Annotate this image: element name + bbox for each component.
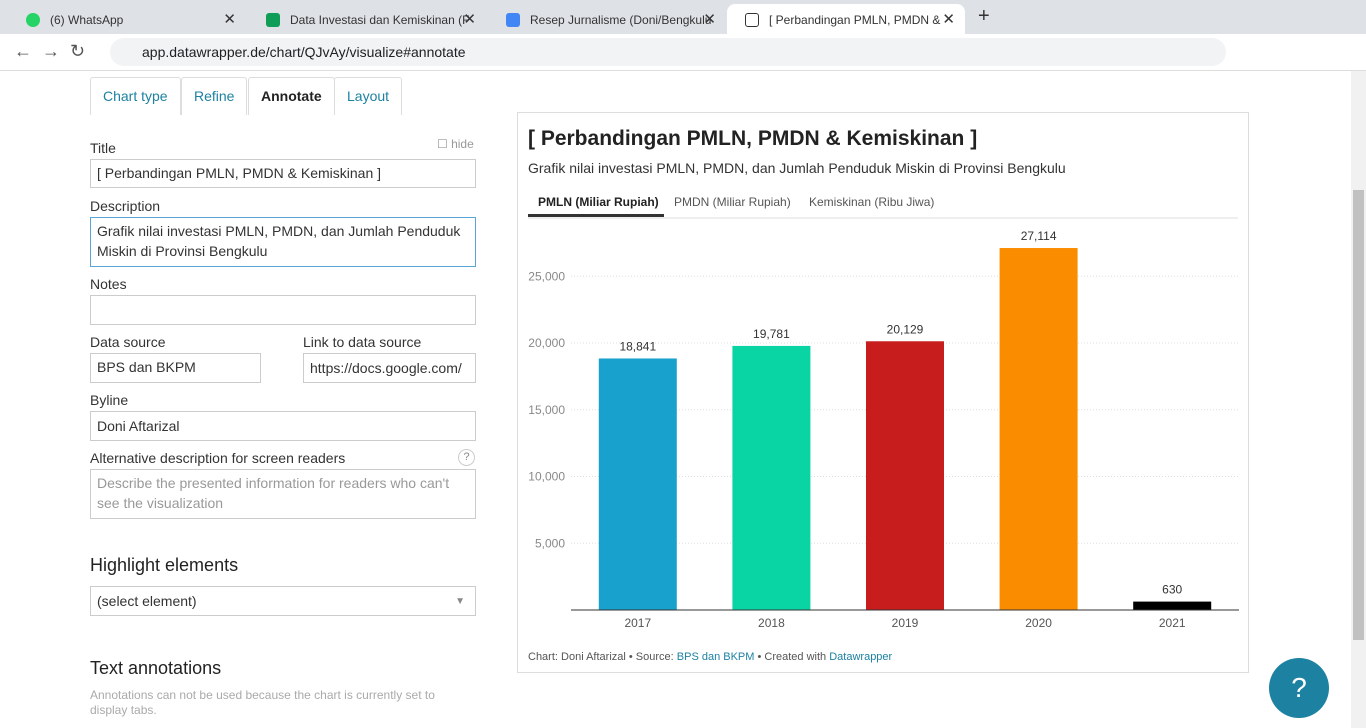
hide-checkbox[interactable]: ☐ hide [437,137,474,151]
footer-link[interactable]: Datawrapper [829,651,892,663]
label: Notes [90,276,127,292]
nav-buttons[interactable]: ← → ↻ [14,41,86,61]
x-tick-label: 2019 [892,616,919,630]
bar [866,341,944,610]
bar [598,358,677,610]
notes-input[interactable] [90,295,476,325]
editor-tab[interactable]: Chart type [90,77,181,115]
url: app.datawrapper.de/chart/QJvAy/visualize… [142,44,466,60]
highlight-select[interactable]: (select element) ▼ [90,586,476,616]
help-button[interactable]: ? [1269,658,1329,718]
label: Link to data source [303,334,422,350]
bar [732,345,811,610]
y-tick-label: 20,000 [528,336,565,350]
heading: Text annotations [90,658,222,678]
label: Data source [90,334,166,350]
editor-tab[interactable]: Refine [181,77,248,115]
chart-title: [ Perbandingan PMLN, PMDN & Kemiskinan ] [528,127,977,150]
value-label: 630 [1162,583,1182,597]
label: Title [90,140,116,156]
browser-tab[interactable]: Data Investasi dan Kemiskinan (F ✕ [248,4,486,34]
description-input[interactable]: Grafik nilai investasi PMLN, PMDN, dan J… [90,217,476,267]
scrollbar-thumb[interactable] [1353,190,1364,640]
tab-label: (6) WhatsApp [50,13,124,27]
footer-link[interactable]: BPS dan BKPM [677,651,755,663]
x-tick-label: 2017 [624,616,651,630]
y-tick-label: 15,000 [528,403,565,417]
help-icon[interactable]: ? [458,449,475,466]
active-tab-underline [528,214,664,217]
tab-label: [ Perbandingan PMLN, PMDN & [769,13,941,27]
value-label: 27,114 [1021,229,1057,243]
value-label: 18,841 [619,339,656,353]
source-input[interactable]: BPS dan BKPM [90,353,261,383]
tab-bar [0,0,1366,34]
new-tab[interactable]: + [978,5,990,27]
link-input[interactable]: https://docs.google.com/ [303,353,476,383]
browser-tab[interactable]: [ Perbandingan PMLN, PMDN & ✕ [727,4,965,34]
footer-text: • Source: [629,651,674,663]
chart-preview: [ Perbandingan PMLN, PMDN & Kemiskinan ]… [517,112,1249,673]
y-tick-label: 10,000 [528,470,565,484]
footer: Chart: Doni Aftarizal • Source: BPS dan … [528,651,893,663]
x-tick-label: 2021 [1159,616,1186,630]
chart-subtitle: Grafik nilai investasi PMLN, PMDN, dan J… [528,160,1066,176]
y-tick-label: 25,000 [528,269,565,283]
bar [1133,601,1212,610]
browser-tab[interactable]: Resep Jurnalisme (Doni/Bengkulu ✕ [488,4,726,34]
chart-tab[interactable]: PMLN (Miliar Rupiah) [538,195,659,209]
chart-tab[interactable]: Kemiskinan (Ribu Jiwa) [809,195,934,209]
bar [999,248,1078,610]
note: Annotations can not be used because the … [90,688,435,717]
label: Byline [90,392,129,408]
chart-tab[interactable]: PMDN (Miliar Rupiah) [674,195,791,209]
label: Description [90,198,161,214]
footer-text: • Created with [758,651,827,663]
tab-label: Data Investasi dan Kemiskinan (F [290,13,470,27]
value-label: 20,129 [887,322,924,336]
editor-tab[interactable]: Annotate [248,77,335,115]
heading: Highlight elements [90,555,239,575]
address-bar[interactable]: app.datawrapper.de/chart/QJvAy/visualize… [110,38,1226,66]
tab-label: Resep Jurnalisme (Doni/Bengkulu [530,13,712,27]
chart: [ Perbandingan PMLN, PMDN & Kemiskinan ]… [528,127,1239,663]
footer-text: Chart: Doni Aftarizal [528,651,626,663]
byline-input[interactable]: Doni Aftarizal [90,411,476,441]
value-label: 19,781 [753,327,790,341]
x-tick-label: 2020 [1025,616,1052,630]
label: hide [451,137,474,151]
x-tick-label: 2018 [758,616,785,630]
browser-tab[interactable]: (6) WhatsApp ✕ [8,4,246,34]
alt-input[interactable]: Describe the presented information for r… [90,469,476,519]
title-input[interactable]: [ Perbandingan PMLN, PMDN & Kemiskinan ] [90,159,476,188]
label: Alternative description for screen reade… [90,450,346,466]
y-tick-label: 5,000 [535,536,565,550]
editor-tab[interactable]: Layout [334,77,403,115]
select-value: (select element) [97,593,197,609]
